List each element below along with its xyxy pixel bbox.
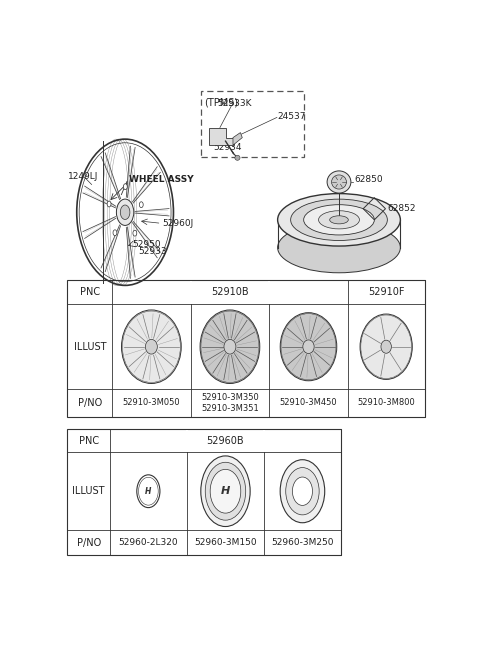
Ellipse shape xyxy=(210,470,241,513)
Text: 52960-2L320: 52960-2L320 xyxy=(119,538,178,547)
Ellipse shape xyxy=(121,310,181,383)
Ellipse shape xyxy=(292,477,312,506)
Ellipse shape xyxy=(224,339,236,354)
Ellipse shape xyxy=(205,462,246,520)
Text: 52933: 52933 xyxy=(138,246,167,255)
Text: 52910F: 52910F xyxy=(368,288,405,297)
Text: 52910-3M350
52910-3M351: 52910-3M350 52910-3M351 xyxy=(201,393,259,413)
Ellipse shape xyxy=(120,205,130,219)
Ellipse shape xyxy=(381,340,391,353)
Ellipse shape xyxy=(201,456,250,527)
Bar xyxy=(186,430,188,452)
Ellipse shape xyxy=(145,339,157,354)
Ellipse shape xyxy=(330,215,348,224)
Ellipse shape xyxy=(139,202,143,208)
Ellipse shape xyxy=(137,475,160,508)
Text: 1249LJ: 1249LJ xyxy=(68,172,98,181)
Ellipse shape xyxy=(304,205,374,235)
Ellipse shape xyxy=(360,314,412,379)
Bar xyxy=(263,430,265,452)
Text: H: H xyxy=(145,487,152,496)
Bar xyxy=(67,429,341,555)
Ellipse shape xyxy=(290,199,387,240)
Ellipse shape xyxy=(286,468,319,515)
Ellipse shape xyxy=(280,460,325,523)
Text: P/NO: P/NO xyxy=(76,538,101,548)
Ellipse shape xyxy=(277,194,400,246)
Bar xyxy=(190,281,192,304)
Text: 52934: 52934 xyxy=(213,143,241,152)
Text: WHEEL ASSY: WHEEL ASSY xyxy=(129,175,193,184)
Text: 52960B: 52960B xyxy=(206,436,244,446)
Text: H: H xyxy=(221,486,230,496)
Text: 62850: 62850 xyxy=(354,175,383,184)
Text: 52910B: 52910B xyxy=(211,288,249,297)
Text: 52910-3M450: 52910-3M450 xyxy=(280,398,337,407)
Text: 52960-3M150: 52960-3M150 xyxy=(194,538,257,547)
Text: PNC: PNC xyxy=(80,288,100,297)
Ellipse shape xyxy=(235,155,240,160)
Text: 52910-3M800: 52910-3M800 xyxy=(357,398,415,407)
Text: 52910-3M050: 52910-3M050 xyxy=(122,398,180,407)
Ellipse shape xyxy=(123,184,127,189)
Text: (TPMS): (TPMS) xyxy=(204,97,239,107)
Text: ILLUST: ILLUST xyxy=(72,486,105,496)
Polygon shape xyxy=(209,128,233,145)
Text: 52960-3M250: 52960-3M250 xyxy=(271,538,334,547)
Text: 62852: 62852 xyxy=(387,204,416,214)
Bar xyxy=(268,281,270,304)
Text: 52933K: 52933K xyxy=(217,100,252,108)
Ellipse shape xyxy=(107,201,111,207)
Ellipse shape xyxy=(277,222,400,272)
Ellipse shape xyxy=(116,199,134,225)
Ellipse shape xyxy=(133,231,137,236)
Text: PNC: PNC xyxy=(79,436,99,446)
Text: ILLUST: ILLUST xyxy=(73,342,106,352)
Ellipse shape xyxy=(327,171,351,193)
Polygon shape xyxy=(233,132,242,145)
Ellipse shape xyxy=(319,211,360,229)
Ellipse shape xyxy=(200,310,260,383)
Text: 52950: 52950 xyxy=(132,240,161,248)
Ellipse shape xyxy=(303,340,314,354)
Text: 52960J: 52960J xyxy=(162,219,193,228)
Ellipse shape xyxy=(280,312,337,381)
Text: P/NO: P/NO xyxy=(78,398,102,408)
Bar xyxy=(67,280,424,417)
Ellipse shape xyxy=(113,230,117,236)
Ellipse shape xyxy=(332,175,347,189)
Text: 24537: 24537 xyxy=(277,112,306,121)
